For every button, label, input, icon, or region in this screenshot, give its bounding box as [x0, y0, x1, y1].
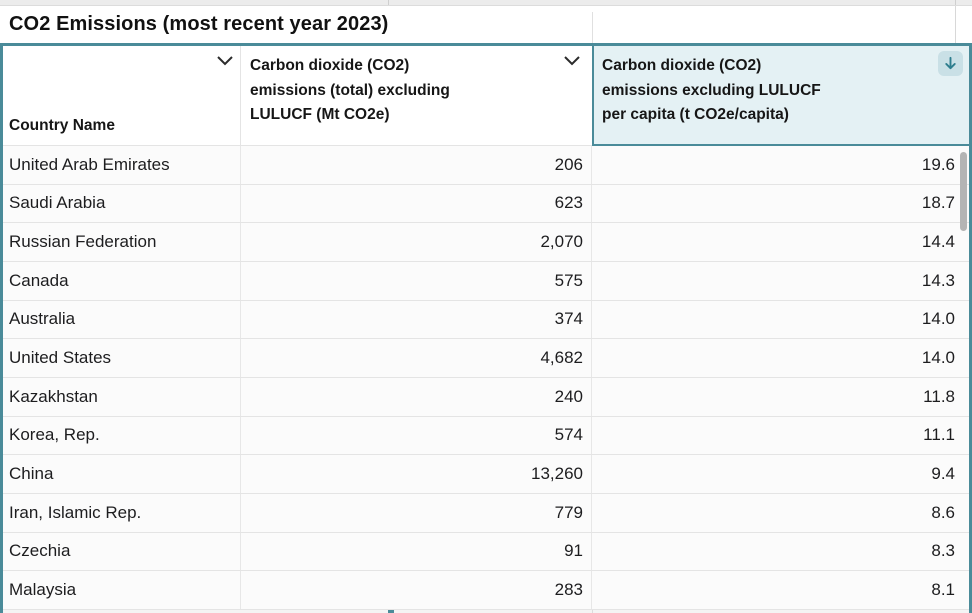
table-row: Australia 374 14.0: [0, 300, 972, 340]
total-emissions-cell[interactable]: 374: [241, 300, 592, 339]
per-capita-cell[interactable]: 18.7: [921, 193, 955, 213]
table-border-right: [969, 43, 972, 613]
table-row: Kazakhstan 240 11.8: [0, 378, 972, 417]
table-row: Canada 575 14.3: [0, 262, 972, 301]
total-emissions-cell[interactable]: 240: [241, 378, 592, 416]
total-emissions-cell[interactable]: 91: [241, 532, 592, 571]
column-header-total-emissions[interactable]: Carbon dioxide (CO2) emissions (total) e…: [241, 46, 592, 146]
table-row: United Arab Emirates 206 19.6: [0, 146, 972, 185]
table-row: Iran, Islamic Rep. 779 8.6: [0, 494, 972, 533]
selection-notch: [388, 610, 394, 613]
title-row: CO2 Emissions (most recent year 2023): [0, 6, 972, 49]
country-cell[interactable]: Russian Federation: [0, 223, 241, 261]
country-cell[interactable]: Kazakhstan: [0, 378, 241, 416]
chevron-down-icon[interactable]: [563, 55, 581, 66]
per-capita-cell[interactable]: 14.3: [921, 270, 955, 290]
table-row: Russian Federation 2,070 14.4: [0, 223, 972, 262]
gridline: [955, 0, 956, 5]
country-cell[interactable]: United Arab Emirates: [0, 146, 241, 184]
chevron-down-icon[interactable]: [216, 55, 234, 66]
table-row: Korea, Rep. 574 11.1: [0, 416, 972, 456]
column-header-per-capita-selected[interactable]: Carbon dioxide (CO2) emissions excluding…: [592, 46, 972, 146]
country-cell[interactable]: Canada: [0, 262, 241, 300]
country-cell[interactable]: Australia: [0, 300, 241, 339]
table-row: China 13,260 9.4: [0, 455, 972, 494]
total-emissions-cell[interactable]: 13,260: [241, 455, 592, 493]
gridline: [955, 6, 956, 49]
total-emissions-cell[interactable]: 206: [241, 146, 592, 184]
country-cell[interactable]: Saudi Arabia: [0, 184, 241, 223]
per-capita-cell[interactable]: 8.6: [931, 502, 955, 522]
arrow-down-icon: [945, 56, 956, 70]
total-emissions-cell[interactable]: 575: [241, 262, 592, 300]
gridline: [388, 0, 389, 5]
table-border-left: [0, 43, 3, 613]
table-row: United States 4,682 14.0: [0, 339, 972, 378]
header-row: Country Name Carbon dioxide (CO2) emissi…: [0, 46, 972, 146]
per-capita-cell[interactable]: 9.4: [931, 464, 955, 484]
sort-descending-button[interactable]: [938, 51, 963, 76]
country-cell[interactable]: United States: [0, 339, 241, 377]
per-capita-cell[interactable]: 11.1: [923, 425, 955, 445]
per-capita-cell[interactable]: 14.0: [921, 309, 955, 329]
total-emissions-cell[interactable]: 779: [241, 494, 592, 532]
column-header-country[interactable]: Country Name: [0, 46, 241, 146]
total-emissions-cell[interactable]: 623: [241, 184, 592, 223]
total-emissions-cell[interactable]: 4,682: [241, 339, 592, 377]
per-capita-cell[interactable]: 8.1: [931, 580, 955, 600]
vertical-scrollbar-thumb[interactable]: [960, 152, 967, 231]
table-title: CO2 Emissions (most recent year 2023): [9, 13, 389, 35]
per-capita-cell[interactable]: 14.0: [921, 348, 955, 368]
sheet-row-above-sliver: [0, 0, 972, 6]
column-header-label: Carbon dioxide (CO2) emissions (total) e…: [250, 57, 450, 123]
column-header-label: Country Name: [9, 116, 115, 134]
table-row: Czechia 91 8.3: [0, 532, 972, 572]
gridline: [592, 610, 593, 613]
per-capita-cell[interactable]: 14.4: [921, 232, 955, 252]
per-capita-cell[interactable]: 11.8: [923, 386, 955, 406]
country-cell[interactable]: Korea, Rep.: [0, 416, 241, 455]
per-capita-cell[interactable]: 19.6: [921, 154, 955, 174]
country-cell[interactable]: Malaysia: [0, 571, 241, 609]
country-cell[interactable]: China: [0, 455, 241, 493]
gridline: [592, 12, 593, 49]
table-border-top: [0, 43, 972, 46]
total-emissions-cell[interactable]: 2,070: [241, 223, 592, 261]
column-header-label: Carbon dioxide (CO2) emissions excluding…: [602, 57, 821, 123]
table-title-cell[interactable]: CO2 Emissions (most recent year 2023): [0, 6, 592, 43]
table-row: Saudi Arabia 623 18.7: [0, 184, 972, 224]
total-emissions-cell[interactable]: 574: [241, 416, 592, 455]
per-capita-cell[interactable]: 8.3: [931, 541, 955, 561]
country-cell[interactable]: Czechia: [0, 532, 241, 571]
table-body: United Arab Emirates 206 19.6 Saudi Arab…: [0, 146, 972, 610]
country-cell[interactable]: Iran, Islamic Rep.: [0, 494, 241, 532]
table-row: Malaysia 283 8.1: [0, 571, 972, 610]
sheet-row-below-sliver: [0, 610, 972, 613]
total-emissions-cell[interactable]: 283: [241, 571, 592, 609]
